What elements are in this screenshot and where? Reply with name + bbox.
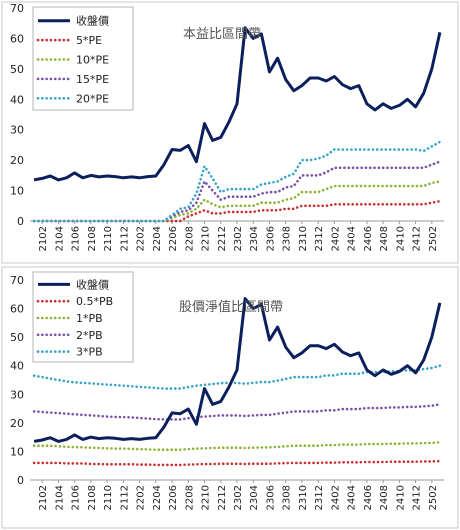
- x-tick-label: 2208: [184, 226, 195, 251]
- legend-label: 3*PB: [76, 346, 103, 359]
- x-tick-label: 2306: [265, 226, 276, 251]
- x-tick-label: 2108: [87, 485, 98, 510]
- x-tick-label: 2310: [298, 226, 309, 251]
- x-tick-label: 2112: [119, 226, 130, 251]
- y-tick-label: 40: [10, 93, 24, 106]
- legend-label: 10*PE: [76, 54, 109, 67]
- x-tick-label: 2212: [217, 226, 228, 251]
- x-tick-label: 2206: [168, 485, 179, 510]
- x-tick-label: 2302: [233, 485, 244, 510]
- x-tick-label: 2212: [217, 485, 228, 510]
- x-tick-label: 2402: [330, 226, 341, 251]
- x-tick-label: 2312: [314, 226, 325, 251]
- x-tick-label: 2202: [136, 226, 147, 251]
- y-tick-label: 50: [10, 63, 24, 76]
- x-tick-label: 2204: [152, 485, 163, 510]
- y-tick-label: 60: [10, 32, 24, 45]
- x-tick-label: 2410: [395, 226, 406, 251]
- legend-label: 5*PE: [76, 34, 102, 47]
- y-tick-label: 70: [10, 274, 24, 287]
- x-tick-label: 2404: [347, 226, 358, 251]
- y-tick-label: 30: [10, 124, 24, 137]
- x-tick-label: 2106: [71, 485, 82, 510]
- series-line-1: [33, 26, 442, 182]
- x-tick-label: 2410: [395, 485, 406, 510]
- x-tick-label: 2306: [265, 485, 276, 510]
- x-tick-label: 2502: [428, 226, 439, 251]
- legend-label: 收盤價: [76, 14, 109, 28]
- x-tick-label: 2304: [249, 226, 260, 251]
- chart-panel-2: 0 10 20 30 40 50 60 70 2102 2104 2106 2108 2110 2112 2…: [1, 266, 459, 529]
- x-tick-label: 2202: [136, 485, 147, 510]
- x-tick-label: 2408: [379, 226, 390, 251]
- legend-label: 2*PB: [76, 329, 103, 342]
- x-tick-label: 2206: [168, 226, 179, 251]
- y-tick-label: 20: [10, 417, 24, 430]
- chart-panel-1: 0 10 20 30 40 50 60 70 2102 2104 2106 2108 2110 2112 2…: [1, 1, 459, 264]
- y-tick-label: 10: [10, 185, 24, 198]
- x-tick-label: 2102: [38, 485, 49, 510]
- x-tick-label: 2412: [412, 485, 423, 510]
- x-tick-label: 2402: [330, 485, 341, 510]
- x-tick-label: 2406: [363, 226, 374, 251]
- x-tick-label: 2210: [201, 485, 212, 510]
- x-tick-label: 2308: [282, 485, 293, 510]
- legend-box: [32, 6, 134, 111]
- legend-label: 20*PE: [76, 92, 109, 105]
- x-tick-label: 2408: [379, 485, 390, 510]
- x-tick-label: 2104: [54, 485, 65, 510]
- y-tick-label: 50: [10, 331, 24, 344]
- chart-title: 股價淨值比區間帶: [179, 299, 283, 315]
- x-tick-label: 2304: [249, 485, 260, 510]
- x-tick-label: 2104: [54, 226, 65, 251]
- series-line-4: [32, 403, 442, 421]
- x-tick-label: 2108: [87, 226, 98, 251]
- x-tick-label: 2308: [282, 226, 293, 251]
- x-tick-label: 2112: [119, 485, 130, 510]
- y-tick-label: 40: [10, 360, 24, 373]
- x-tick-label: 2312: [314, 485, 325, 510]
- x-tick-label: 2110: [103, 485, 114, 510]
- y-tick-label: 70: [10, 2, 24, 15]
- y-tick-label: 10: [10, 445, 24, 458]
- legend-box: [32, 271, 134, 363]
- x-tick-label: 2208: [184, 485, 195, 510]
- y-tick-label: 0: [17, 474, 24, 487]
- x-tick-label: 2502: [428, 485, 439, 510]
- series-line-1: [33, 297, 442, 443]
- x-tick-label: 2106: [71, 226, 82, 251]
- y-tick-label: 0: [17, 215, 24, 228]
- x-tick-label: 2102: [38, 226, 49, 251]
- x-tick-label: 2210: [201, 226, 212, 251]
- series-line-3: [32, 441, 442, 451]
- y-tick-label: 20: [10, 154, 24, 167]
- chart-title: 本益比區間帶: [183, 27, 261, 42]
- series-line-2: [32, 459, 442, 467]
- y-tick-label: 60: [10, 303, 24, 316]
- x-tick-label: 2302: [233, 226, 244, 251]
- legend-label: 0.5*PB: [76, 295, 113, 308]
- x-tick-label: 2412: [412, 226, 423, 251]
- legend-label: 15*PE: [76, 73, 109, 86]
- x-tick-label: 2204: [152, 226, 163, 251]
- x-tick-label: 2406: [363, 485, 374, 510]
- x-tick-label: 2110: [103, 226, 114, 251]
- x-tick-label: 2310: [298, 485, 309, 510]
- series-line-5: [32, 140, 442, 223]
- x-tick-label: 2404: [347, 485, 358, 510]
- y-tick-label: 30: [10, 388, 24, 401]
- legend-label: 1*PB: [76, 312, 103, 325]
- legend-label: 收盤價: [76, 277, 109, 291]
